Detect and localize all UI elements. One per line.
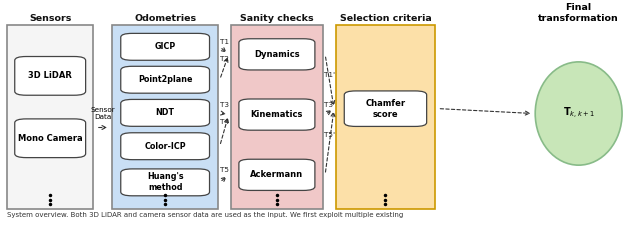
Text: T4: T4 [220, 119, 228, 125]
Text: Mono Camera: Mono Camera [18, 134, 83, 143]
Text: T1: T1 [220, 39, 228, 45]
FancyBboxPatch shape [15, 56, 86, 95]
FancyBboxPatch shape [121, 133, 209, 160]
Text: Sensors: Sensors [29, 14, 72, 23]
Bar [336, 25, 435, 209]
Text: Sanity checks: Sanity checks [240, 14, 314, 23]
Text: Point2plane: Point2plane [138, 75, 193, 84]
FancyBboxPatch shape [121, 99, 209, 126]
Text: Kinematics: Kinematics [251, 110, 303, 119]
Ellipse shape [535, 62, 622, 165]
Text: Color-ICP: Color-ICP [145, 142, 186, 151]
Text: T1': T1' [324, 72, 335, 78]
Text: T3': T3' [324, 102, 335, 108]
Text: Chamfer
score: Chamfer score [365, 99, 406, 119]
Text: T5: T5 [220, 167, 228, 173]
Text: T2: T2 [220, 56, 228, 62]
FancyBboxPatch shape [121, 33, 209, 60]
FancyBboxPatch shape [344, 91, 427, 126]
Text: T$_{k,k+1}$: T$_{k,k+1}$ [563, 106, 595, 121]
Bar [7, 25, 93, 209]
Text: System overview. Both 3D LiDAR and camera sensor data are used as the input. We : System overview. Both 3D LiDAR and camer… [7, 212, 403, 218]
FancyBboxPatch shape [121, 66, 209, 93]
FancyBboxPatch shape [239, 99, 315, 130]
Text: Selection criteria: Selection criteria [340, 14, 431, 23]
Text: GICP: GICP [154, 42, 176, 51]
Bar [113, 25, 218, 209]
Text: T3: T3 [220, 102, 228, 108]
Text: 3D LiDAR: 3D LiDAR [28, 71, 72, 80]
Bar [230, 25, 323, 209]
Text: Odometries: Odometries [134, 14, 196, 23]
FancyBboxPatch shape [15, 119, 86, 158]
Text: T5': T5' [324, 132, 335, 138]
FancyBboxPatch shape [239, 39, 315, 70]
FancyBboxPatch shape [121, 169, 209, 196]
FancyBboxPatch shape [239, 159, 315, 190]
Text: Final
transformation: Final transformation [538, 3, 619, 23]
Text: Ackermann: Ackermann [250, 170, 303, 179]
Text: Sensor
Data: Sensor Data [90, 107, 115, 120]
Text: NDT: NDT [156, 108, 175, 117]
Text: Huang's
method: Huang's method [147, 173, 184, 192]
Text: Dynamics: Dynamics [254, 50, 300, 59]
